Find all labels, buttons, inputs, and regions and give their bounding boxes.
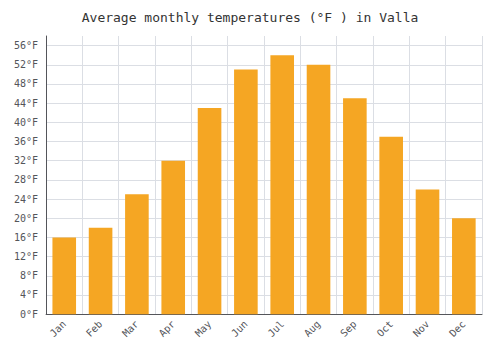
svg-text:Sep: Sep: [338, 318, 359, 339]
svg-text:Dec: Dec: [447, 318, 468, 339]
svg-text:20°F: 20°F: [14, 213, 38, 224]
svg-text:44°F: 44°F: [14, 98, 38, 109]
svg-text:40°F: 40°F: [14, 117, 38, 128]
svg-text:4°F: 4°F: [20, 289, 38, 300]
svg-text:Mar: Mar: [120, 318, 141, 339]
svg-text:36°F: 36°F: [14, 136, 38, 147]
svg-text:Apr: Apr: [157, 318, 178, 339]
svg-text:Feb: Feb: [84, 318, 105, 339]
svg-text:Jul: Jul: [266, 318, 287, 339]
svg-text:56°F: 56°F: [14, 40, 38, 51]
svg-text:16°F: 16°F: [14, 232, 38, 243]
svg-text:12°F: 12°F: [14, 251, 38, 262]
svg-text:24°F: 24°F: [14, 194, 38, 205]
svg-text:48°F: 48°F: [14, 78, 38, 89]
svg-text:Aug: Aug: [302, 318, 323, 339]
svg-text:May: May: [193, 318, 214, 339]
svg-text:8°F: 8°F: [20, 270, 38, 281]
svg-text:32°F: 32°F: [14, 155, 38, 166]
svg-text:Average monthly temperatures (: Average monthly temperatures (°F ) in Va…: [82, 10, 419, 25]
svg-text:28°F: 28°F: [14, 174, 38, 185]
svg-text:Jan: Jan: [48, 318, 69, 339]
svg-text:Jun: Jun: [229, 318, 250, 339]
svg-text:Nov: Nov: [411, 318, 432, 339]
svg-text:52°F: 52°F: [14, 59, 38, 70]
svg-text:Oct: Oct: [375, 318, 396, 339]
svg-text:0°F: 0°F: [20, 309, 38, 320]
